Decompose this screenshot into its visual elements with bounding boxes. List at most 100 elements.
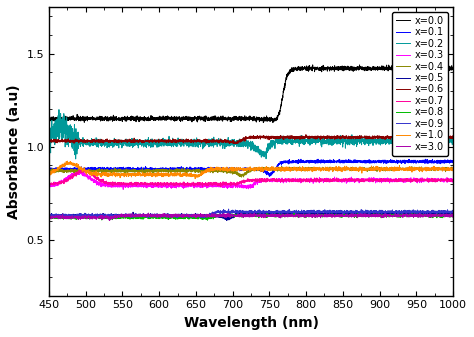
x=0.1 xyxy=(219,165,224,170)
x=0.0 xyxy=(443,66,448,70)
x=0.5 xyxy=(399,211,405,215)
x=0.8 xyxy=(92,216,98,220)
x=0.7 xyxy=(116,181,122,185)
x=0.2 xyxy=(443,139,448,143)
x=3.0 xyxy=(146,211,151,215)
x=0.4 xyxy=(46,169,52,173)
x=0.9 xyxy=(219,210,224,214)
x=1.0 xyxy=(450,166,456,171)
x=3.0 xyxy=(399,213,405,217)
x=0.5 xyxy=(224,218,229,222)
x=0.9 xyxy=(116,213,122,217)
x=0.9 xyxy=(399,209,405,213)
x=0.4 xyxy=(92,169,98,173)
Legend: x=0.0, x=0.1, x=0.2, x=0.3, x=0.4, x=0.5, x=0.6, x=0.7, x=0.8, x=0.9, x=1.0, x=3: x=0.0, x=0.1, x=0.2, x=0.3, x=0.4, x=0.5… xyxy=(392,12,448,156)
x=1.0 xyxy=(399,167,405,171)
Line: x=0.7: x=0.7 xyxy=(49,170,453,187)
Y-axis label: Absorbance (a.u): Absorbance (a.u) xyxy=(7,84,21,219)
x=3.0 xyxy=(107,218,112,222)
x=1.0 xyxy=(92,172,98,176)
x=0.3 xyxy=(120,187,126,191)
x=0.5 xyxy=(92,214,98,218)
x=0.4 xyxy=(399,167,405,171)
x=0.3 xyxy=(116,184,122,188)
x=0.0 xyxy=(92,116,98,120)
x=0.1 xyxy=(399,160,405,164)
x=0.0 xyxy=(399,66,405,70)
x=0.5 xyxy=(345,209,351,213)
x=0.3 xyxy=(219,183,225,187)
x=0.7 xyxy=(443,179,448,183)
x=0.6 xyxy=(46,139,52,143)
x=0.1 xyxy=(46,168,52,173)
x=0.0 xyxy=(46,116,52,120)
x=3.0 xyxy=(443,214,448,218)
x=0.6 xyxy=(219,138,224,142)
x=0.0 xyxy=(201,118,207,122)
x=0.4 xyxy=(116,168,122,172)
x=3.0 xyxy=(92,216,98,220)
Line: x=3.0: x=3.0 xyxy=(49,213,453,220)
x=0.2 xyxy=(399,136,405,140)
x=0.5 xyxy=(201,214,207,218)
x=3.0 xyxy=(450,213,456,217)
x=3.0 xyxy=(201,213,207,217)
x=0.6 xyxy=(227,142,232,146)
x=0.8 xyxy=(219,213,224,217)
Line: x=0.9: x=0.9 xyxy=(49,209,453,218)
x=0.7 xyxy=(218,185,224,189)
x=0.7 xyxy=(201,181,207,185)
x=0.1 xyxy=(201,167,207,171)
x=0.3 xyxy=(399,176,405,180)
x=0.1 xyxy=(450,160,456,164)
x=0.7 xyxy=(81,168,87,172)
x=0.8 xyxy=(443,214,448,218)
Line: x=0.5: x=0.5 xyxy=(49,211,453,220)
x=0.3 xyxy=(46,184,52,188)
x=0.9 xyxy=(92,213,98,217)
x=0.3 xyxy=(92,179,98,183)
x=1.0 xyxy=(443,166,448,171)
x=0.8 xyxy=(450,213,456,217)
x=0.9 xyxy=(46,213,52,217)
x=0.7 xyxy=(46,182,52,186)
Line: x=1.0: x=1.0 xyxy=(49,161,453,179)
x=0.4 xyxy=(443,167,448,172)
x=0.9 xyxy=(201,216,207,220)
x=0.3 xyxy=(74,169,80,173)
Line: x=0.3: x=0.3 xyxy=(49,171,453,189)
x=0.6 xyxy=(201,140,207,144)
Line: x=0.2: x=0.2 xyxy=(49,110,453,159)
x=0.0 xyxy=(219,117,224,121)
x=0.8 xyxy=(399,213,405,217)
x=0.3 xyxy=(450,178,456,182)
x=0.3 xyxy=(443,178,448,182)
x=0.8 xyxy=(201,217,207,221)
x=0.1 xyxy=(267,174,273,178)
x=0.9 xyxy=(443,209,448,213)
x=0.0 xyxy=(450,67,456,71)
x=0.4 xyxy=(238,175,244,179)
x=0.0 xyxy=(270,121,276,125)
x=0.9 xyxy=(201,215,207,219)
X-axis label: Wavelength (nm): Wavelength (nm) xyxy=(183,316,319,330)
x=0.5 xyxy=(116,215,122,219)
x=0.8 xyxy=(46,215,52,219)
x=0.7 xyxy=(450,178,456,182)
x=0.2 xyxy=(117,142,122,146)
x=0.1 xyxy=(315,157,321,161)
x=0.2 xyxy=(73,157,79,161)
x=0.7 xyxy=(219,181,225,185)
x=0.6 xyxy=(399,136,405,140)
x=0.4 xyxy=(201,169,207,173)
x=0.2 xyxy=(450,137,456,142)
x=0.9 xyxy=(226,207,231,211)
Line: x=0.8: x=0.8 xyxy=(49,213,453,220)
x=0.7 xyxy=(92,176,98,180)
x=0.1 xyxy=(116,166,122,171)
x=0.6 xyxy=(92,140,98,144)
x=0.3 xyxy=(201,184,207,188)
Line: x=0.0: x=0.0 xyxy=(49,64,453,123)
x=0.9 xyxy=(450,210,456,214)
x=0.0 xyxy=(436,62,442,66)
